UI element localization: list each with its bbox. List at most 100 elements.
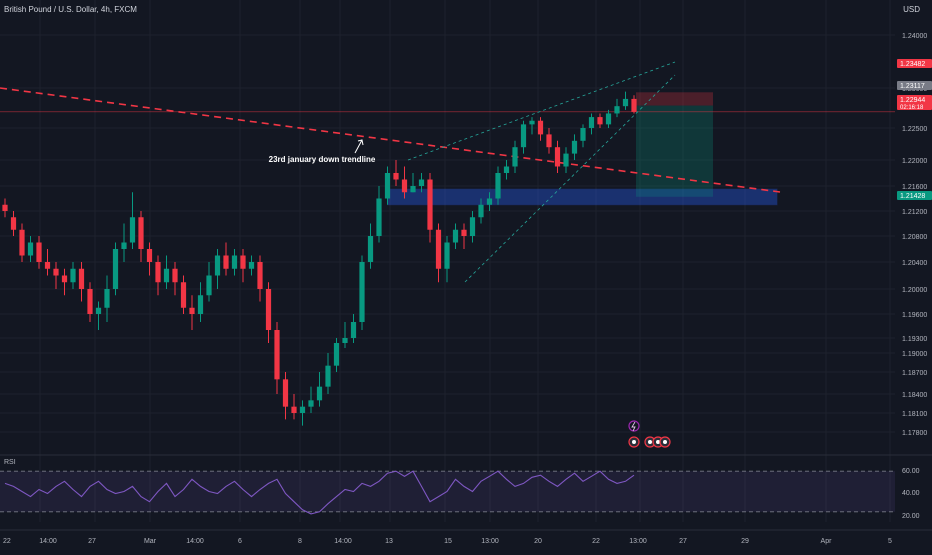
candle-body xyxy=(478,205,483,218)
price-tick-label: 1.20400 xyxy=(902,260,927,267)
price-tick-label: 1.20000 xyxy=(902,287,927,294)
candle-body xyxy=(121,243,126,250)
candle-body xyxy=(206,276,211,296)
price-badge-label: 1.23482 xyxy=(900,61,925,68)
candle-body xyxy=(606,113,611,124)
currency-label: USD xyxy=(903,5,920,14)
candle-body xyxy=(19,230,24,256)
time-tick-label: 6 xyxy=(238,538,242,545)
zones xyxy=(0,92,895,204)
candle-body xyxy=(427,180,432,230)
candle-body xyxy=(521,124,526,147)
time-tick-label: 5 xyxy=(888,538,892,545)
candle-body xyxy=(351,322,356,338)
candle-body xyxy=(223,256,228,269)
candle-body xyxy=(87,289,92,314)
symbol-title: British Pound / U.S. Dollar, 4h, FXCM xyxy=(4,5,137,14)
candles[interactable] xyxy=(2,92,636,426)
candle-body xyxy=(359,262,364,322)
candle-body xyxy=(419,180,424,187)
candle-body xyxy=(113,249,118,289)
price-tick-label: 1.21200 xyxy=(902,209,927,216)
time-tick-label: 14:00 xyxy=(334,538,352,545)
candle-body xyxy=(495,173,500,199)
candle-body xyxy=(402,180,407,193)
price-badge-label: 1.22944 xyxy=(900,97,925,104)
candle-body xyxy=(70,269,75,283)
candle-body xyxy=(512,147,517,166)
candle-body xyxy=(2,205,7,211)
economic-event-dot xyxy=(663,440,667,444)
time-tick-label: 13:00 xyxy=(629,538,647,545)
time-axis: 22 14:00 27 Mar 14:00 6 8 14:00 13 15 13:00 20 22 13:… xyxy=(3,538,892,545)
candle-body xyxy=(53,269,58,276)
candle-body xyxy=(563,154,568,167)
candle-body xyxy=(274,330,279,379)
candle-body xyxy=(45,262,50,269)
time-tick-label: 8 xyxy=(298,538,302,545)
candle-body xyxy=(62,276,67,283)
candle-body xyxy=(470,217,475,236)
candle-body xyxy=(257,262,262,289)
rsi-tick-label: 40.00 xyxy=(902,490,920,497)
price-tick-label: 1.22500 xyxy=(902,126,927,133)
candle-body xyxy=(589,117,594,128)
price-tick-label: 1.19000 xyxy=(902,351,927,358)
candle-body xyxy=(325,366,330,387)
candle-body xyxy=(376,199,381,237)
candle-body xyxy=(436,230,441,269)
economic-event-dot xyxy=(648,440,652,444)
candle-body xyxy=(393,173,398,180)
candle-body xyxy=(444,243,449,269)
price-badge-label: 1.21428 xyxy=(900,193,925,200)
time-tick-label: 14:00 xyxy=(39,538,57,545)
candle-body xyxy=(11,217,16,230)
candle-body xyxy=(215,256,220,276)
price-tick-label: 1.20800 xyxy=(902,234,927,241)
candle-body xyxy=(130,217,135,242)
candle-body xyxy=(317,387,322,401)
price-tick-label: 1.18700 xyxy=(902,370,927,377)
candle-body xyxy=(572,141,577,154)
candle-body xyxy=(555,147,560,166)
time-tick-label: 13:00 xyxy=(481,538,499,545)
price-tick-label: 1.18100 xyxy=(902,411,927,418)
time-tick-label: 14:00 xyxy=(186,538,204,545)
candle-body xyxy=(138,217,143,249)
candle-body xyxy=(164,269,169,283)
candle-body xyxy=(614,106,619,113)
time-tick-label: 27 xyxy=(679,538,687,545)
candle-body xyxy=(385,173,390,199)
time-tick-label: 29 xyxy=(741,538,749,545)
price-badge-label: 1.23117 xyxy=(900,83,925,90)
candle-body xyxy=(538,121,543,135)
time-tick-label: Apr xyxy=(821,538,833,545)
candle-body xyxy=(291,407,296,413)
candle-body xyxy=(266,289,271,330)
candle-body xyxy=(198,295,203,314)
economic-event-dot xyxy=(632,440,636,444)
trendline-annotation: 23rd january down trendline xyxy=(269,155,376,164)
time-tick-label: 20 xyxy=(534,538,542,545)
rsi-tick-label: 20.00 xyxy=(902,513,920,520)
candle-body xyxy=(453,230,458,243)
price-tick-label: 1.22000 xyxy=(902,158,927,165)
candle-body xyxy=(172,269,177,283)
price-badge-countdown: 02:16:18 xyxy=(900,105,924,111)
candle-body xyxy=(529,121,534,125)
candle-body xyxy=(580,128,585,141)
candle-body xyxy=(240,256,245,269)
time-tick-label: 15 xyxy=(444,538,452,545)
candle-body xyxy=(36,243,41,263)
candle-body xyxy=(461,230,466,236)
candle-body xyxy=(368,236,373,262)
candle-body xyxy=(79,269,84,289)
candle-body xyxy=(189,308,194,314)
candle-body xyxy=(181,282,186,308)
candle-body xyxy=(597,117,602,124)
rsi-pane[interactable]: RSI 60.00 40.00 20.00 xyxy=(0,459,920,520)
price-tick-label: 1.21600 xyxy=(902,184,927,191)
rsi-label: RSI xyxy=(4,459,16,466)
